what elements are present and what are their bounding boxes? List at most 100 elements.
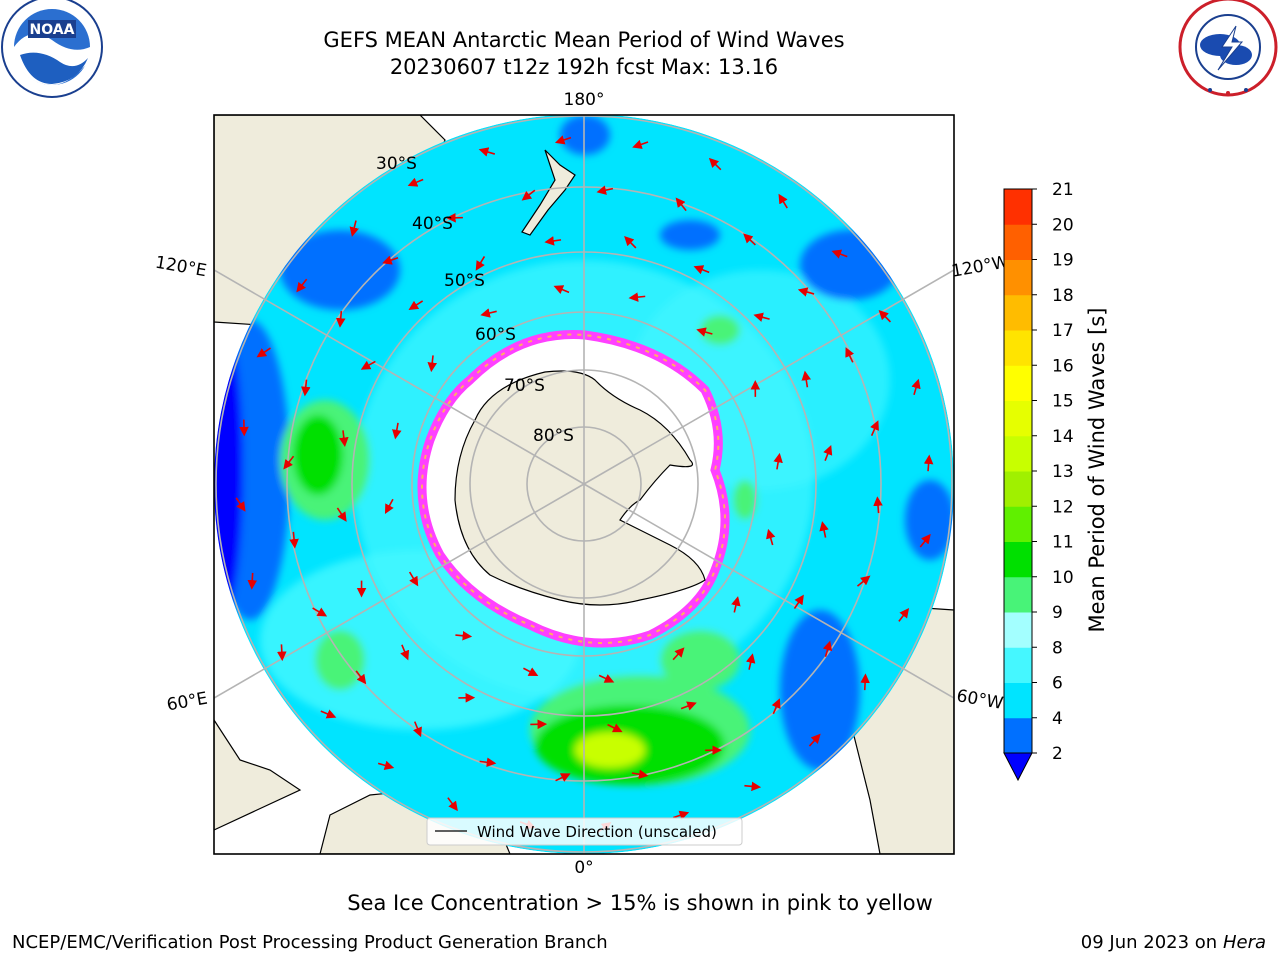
colorbar-bin <box>1004 365 1032 401</box>
wind-wave-arrow <box>873 496 883 514</box>
colorbar-tick-label: 20 <box>1052 215 1074 235</box>
wind-wave-arrow <box>680 701 697 711</box>
wind-wave-arrow <box>845 347 855 363</box>
wind-wave-arrow <box>753 312 770 322</box>
wind-wave-arrow <box>377 760 395 770</box>
wind-wave-arrow <box>631 769 649 779</box>
wind-wave-arrow <box>898 607 910 622</box>
colorbar-bin <box>1004 330 1032 366</box>
colorbar-bin <box>1004 506 1032 542</box>
lat-label-60s: 60°S <box>475 325 516 345</box>
wind-wave-arrow <box>400 644 410 661</box>
colorbar-tick-label: 4 <box>1052 709 1063 729</box>
colorbar-tick-label: 12 <box>1052 497 1074 517</box>
lat-label-40s: 40°S <box>412 214 453 234</box>
date-text: 09 Jun 2023 on <box>1080 932 1218 953</box>
wind-wave-arrow <box>797 287 815 297</box>
colorbar-tick-label: 10 <box>1052 568 1074 588</box>
wind-wave-arrow <box>479 757 497 768</box>
wind-wave-arrow <box>408 571 419 587</box>
lon-label-60w: 60°W <box>955 686 1005 714</box>
noaa-logo: NOAA <box>1 0 103 98</box>
wind-wave-arrow <box>801 370 812 388</box>
wind-wave-arrow <box>628 292 646 302</box>
wind-wave-arrow <box>392 422 402 440</box>
lon-label-120w: 120°W <box>950 252 1011 282</box>
wind-wave-arrow <box>819 521 829 538</box>
wind-wave-arrow <box>696 327 713 337</box>
wind-wave-arrow <box>632 139 649 149</box>
colorbar-tick-label: 11 <box>1052 533 1074 553</box>
wind-wave-arrow <box>598 674 615 683</box>
lon-label-120e: 120°E <box>154 253 208 282</box>
wind-wave-arrow <box>744 781 762 792</box>
colorbar-tick-label: 6 <box>1052 674 1063 694</box>
wind-wave-arrow <box>312 607 328 617</box>
wind-wave-arrow <box>355 670 367 685</box>
credit-text: NCEP/EMC/Verification Post Processing Pr… <box>12 932 608 953</box>
wind-wave-arrow <box>478 147 496 157</box>
colorbar-tick-label: 15 <box>1052 392 1074 412</box>
colorbar-tick-label: 21 <box>1052 180 1074 200</box>
wind-wave-arrow <box>553 285 570 295</box>
wind-wave-arrow <box>745 653 756 670</box>
wind-wave-arrow <box>296 278 308 293</box>
wind-wave-arrow <box>831 249 848 259</box>
wind-wave-arrow <box>407 177 424 187</box>
colorbar-tick-label: 14 <box>1052 427 1074 447</box>
colorbar: 2 4 6 8 9 10 11 12 13 14 15 16 17 18 19 20 21 <box>1003 180 1074 782</box>
wind-wave-arrow <box>335 310 346 328</box>
date-stamp: 09 Jun 2023 on Hera <box>1081 932 1266 953</box>
wind-wave-arrow <box>554 135 572 145</box>
wind-wave-arrow <box>544 236 562 246</box>
wind-wave-arrow <box>672 647 685 661</box>
new-zealand <box>521 149 576 236</box>
colorbar-bin <box>1004 647 1032 683</box>
wind-wave-arrow <box>822 640 833 657</box>
colorbar-bin <box>1004 541 1032 578</box>
colorbar-under-extension <box>1003 752 1033 782</box>
wind-wave-arrow <box>624 235 637 249</box>
wind-wave-arrow <box>427 355 438 373</box>
wind-wave-arrow <box>408 300 424 311</box>
wind-wave-arrow <box>607 723 623 733</box>
noaa-logo-text: NOAA <box>30 22 75 38</box>
map-area: 30°S 40°S 50°S 60°S 70°S 80°S Wind Wave … <box>214 115 954 854</box>
wind-wave-arrows <box>235 135 934 833</box>
wind-wave-arrow <box>384 498 394 515</box>
colorbar-bin <box>1004 682 1032 719</box>
wind-wave-arrow <box>823 445 833 461</box>
colorbar-tick-label: 2 <box>1052 744 1063 764</box>
wind-wave-arrow <box>480 308 497 318</box>
wind-wave-arrow <box>808 733 821 747</box>
colorbar-bin <box>1004 259 1032 296</box>
wind-wave-arrow <box>773 452 783 470</box>
colorbar-tick-label: 8 <box>1052 638 1063 658</box>
wind-wave-arrow <box>731 596 741 613</box>
wind-wave-arrow <box>283 455 295 470</box>
wind-wave-arrow <box>320 709 337 719</box>
wind-wave-arrow <box>382 255 399 265</box>
wind-wave-arrow <box>412 721 422 738</box>
colorbar-bin <box>1004 717 1032 754</box>
wind-wave-arrow <box>771 698 781 715</box>
wind-wave-arrow <box>878 309 892 323</box>
wind-wave-arrow <box>766 528 776 546</box>
wind-wave-arrow <box>521 189 536 201</box>
map-frame <box>213 114 955 855</box>
lat-label-70s: 70°S <box>504 376 545 396</box>
chart-subtitle: 20230607 t12z 192h fcst Max: 13.16 <box>389 55 779 79</box>
wind-wave-arrow <box>247 572 258 590</box>
wind-wave-arrow <box>708 157 722 171</box>
antarctica <box>454 370 706 606</box>
wind-wave-arrow <box>475 256 486 271</box>
wind-wave-arrow <box>289 531 299 549</box>
wind-wave-arrow <box>778 193 788 209</box>
map-legend: Wind Wave Direction (unscaled) <box>426 817 743 846</box>
colorbar-bin <box>1004 189 1032 225</box>
lat-label-30s: 30°S <box>376 154 417 174</box>
sea-ice-note: Sea Ice Concentration > 15% is shown in … <box>347 891 933 915</box>
colorbar-tick-label: 18 <box>1052 286 1074 306</box>
nws-logo <box>1178 0 1278 97</box>
